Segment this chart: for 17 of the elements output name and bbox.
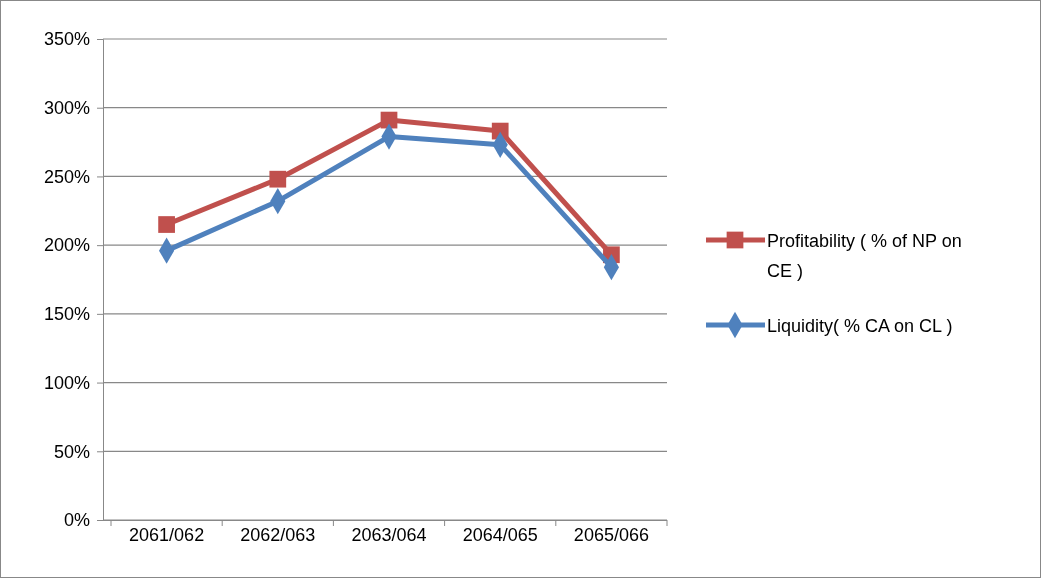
- y-tick-label: 250%: [43, 166, 90, 187]
- legend-label: Liquidity( % CA on CL ): [767, 316, 953, 336]
- y-tick-label: 150%: [43, 304, 90, 325]
- x-tick-label: 2063/064: [351, 525, 427, 545]
- point: [269, 170, 287, 188]
- y-tick-label: 50%: [53, 441, 90, 462]
- x-tick-label: 2065/066: [573, 525, 649, 545]
- x-tick-label: 2064/065: [462, 525, 538, 545]
- x-tick-label: 2061/062: [129, 525, 205, 545]
- y-tick-label: 200%: [43, 235, 90, 256]
- x-tick-label: 2062/063: [240, 525, 316, 545]
- point: [158, 216, 175, 233]
- legend-label: Profitability ( % of NP on CE ): [767, 231, 962, 281]
- y-tick-label: 0%: [63, 510, 90, 531]
- y-tick-label: 300%: [43, 97, 90, 118]
- y-tick-label: 100%: [43, 372, 90, 393]
- y-tick-label: 350%: [43, 29, 90, 50]
